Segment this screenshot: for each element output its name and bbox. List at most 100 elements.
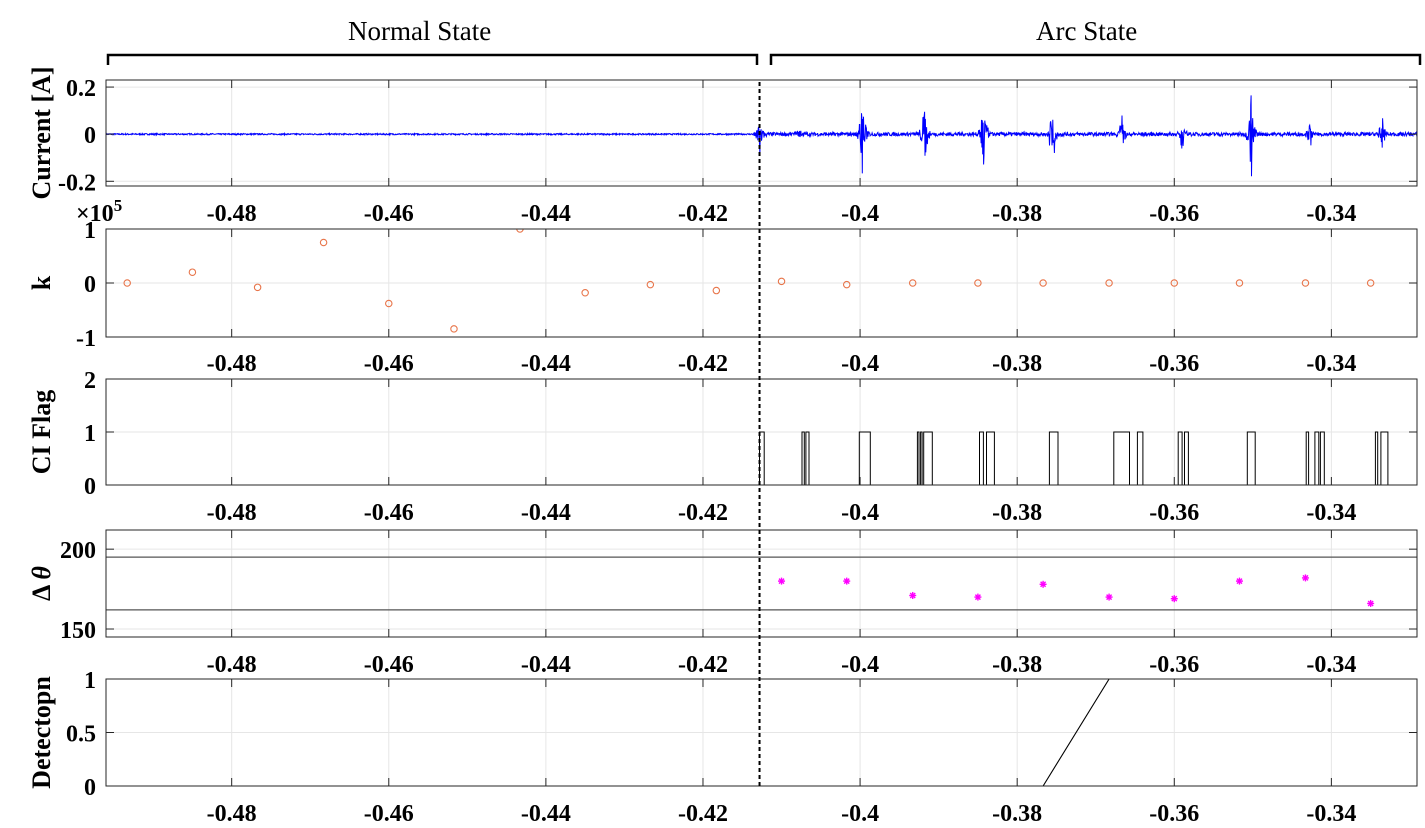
- x-tick-label: -0.42: [678, 652, 728, 678]
- x-tick-label: -0.34: [1306, 201, 1356, 227]
- data-layer: [106, 95, 1417, 177]
- ci-flag-trace: [106, 431, 1417, 485]
- x-tick-label: -0.4: [841, 201, 879, 227]
- x-tick-label: -0.48: [207, 500, 257, 526]
- x-tick-label: -0.34: [1306, 500, 1356, 526]
- panel-2: -0.48 -0.46 -0.44 -0.42 -0.4 -0.38 -0.36 -0.34 -…: [27, 196, 1418, 377]
- x-tick-label: -0.44: [521, 500, 571, 526]
- panel-5: -0.48 -0.46 -0.44 -0.42 -0.4 -0.38 -0.36 -0.34 0…: [27, 668, 1418, 827]
- k-point: [1301, 279, 1310, 287]
- k-point: [450, 325, 458, 333]
- x-tick-label: -0.36: [1149, 801, 1199, 827]
- y-tick-label: 2: [84, 368, 96, 394]
- k-point: [1366, 279, 1375, 287]
- y-tick-label: 0: [84, 775, 96, 801]
- x-tick-label: -0.4: [841, 351, 879, 377]
- y-axis-label: Current [A]: [27, 66, 56, 199]
- y-tick-label: 0: [84, 272, 96, 298]
- x-tick-label: -0.38: [992, 801, 1042, 827]
- k-point: [319, 238, 328, 247]
- x-tick-label: -0.34: [1306, 351, 1356, 377]
- y-tick-label: 1: [84, 421, 96, 447]
- axes-box: [105, 79, 1418, 187]
- y-axis-label: Δ θ: [27, 566, 56, 601]
- x-tick-label: -0.38: [992, 351, 1042, 377]
- data-layer: [123, 229, 1375, 333]
- x-tick-label: -0.36: [1149, 351, 1199, 377]
- x-tick-label: -0.36: [1149, 652, 1199, 678]
- x-tick-label: -0.46: [364, 500, 414, 526]
- y-axis-label: k: [27, 275, 56, 290]
- delta-theta-point: [974, 593, 982, 601]
- subplot-panels: -0.48 -0.46 -0.44 -0.42 -0.4 -0.38 -0.36 -0.34-…: [27, 66, 1418, 827]
- y-tick-label: 0: [84, 474, 96, 500]
- x-tick-label: -0.36: [1149, 201, 1199, 227]
- k-point: [646, 280, 655, 289]
- normal-state-bracket: [106, 53, 759, 65]
- state-brackets: [106, 53, 1422, 65]
- current-trace: [106, 95, 1417, 177]
- y-tick-label: 1: [84, 218, 96, 244]
- y-tick-label: 200: [60, 538, 96, 564]
- x-tick-label: -0.46: [364, 201, 414, 227]
- panel-4: -0.48 -0.46 -0.44 -0.42 -0.4 -0.38 -0.36 -0.34 1…: [27, 529, 1418, 678]
- x-tick-label: -0.34: [1306, 801, 1356, 827]
- arc-state-bracket: [769, 53, 1422, 65]
- x-tick-label: -0.48: [207, 801, 257, 827]
- k-point: [777, 277, 786, 286]
- k-point: [188, 268, 197, 276]
- y-axis-label: CI Flag: [27, 390, 56, 475]
- x-tick-label: -0.42: [678, 500, 728, 526]
- k-exponent-label: ×105: [76, 196, 122, 227]
- k-point: [1170, 279, 1179, 287]
- x-tick-label: -0.44: [521, 652, 571, 678]
- y-tick-label: 1: [84, 668, 96, 694]
- y-tick-label: 0.5: [66, 722, 96, 748]
- arc-state-label: Arc State: [1036, 16, 1138, 46]
- k-point: [1105, 279, 1113, 287]
- delta-theta-point: [1170, 595, 1178, 603]
- x-tick-label: -0.42: [678, 351, 728, 377]
- delta-theta-point: [778, 577, 786, 585]
- x-tick-label: -0.38: [992, 201, 1042, 227]
- x-tick-label: -0.34: [1306, 652, 1356, 678]
- panel-1: -0.48 -0.46 -0.44 -0.42 -0.4 -0.38 -0.36 -0.34 -…: [27, 66, 1418, 227]
- k-point: [842, 280, 851, 289]
- k-point: [712, 286, 721, 295]
- y-tick-label: -0.2: [58, 170, 96, 196]
- data-layer: [106, 431, 1417, 485]
- x-tick-label: -0.48: [207, 351, 257, 377]
- normal-state-label: Normal State: [348, 16, 492, 46]
- k-point: [385, 299, 393, 308]
- x-tick-label: -0.48: [207, 201, 257, 227]
- y-tick-label: 0: [84, 123, 96, 149]
- delta-theta-point: [1105, 593, 1113, 601]
- y-tick-label: -1: [76, 326, 96, 352]
- x-tick-label: -0.4: [841, 801, 879, 827]
- delta-theta-point: [1039, 580, 1047, 588]
- delta-theta-point: [843, 577, 851, 585]
- panel-3: -0.48 -0.46 -0.44 -0.42 -0.4 -0.38 -0.36 -0.34 0…: [27, 368, 1418, 526]
- k-point: [974, 279, 982, 287]
- x-tick-label: -0.44: [521, 201, 571, 227]
- delta-theta-point: [909, 591, 917, 599]
- k-point: [123, 279, 131, 287]
- x-tick-label: -0.38: [992, 500, 1042, 526]
- x-tick-label: -0.46: [364, 801, 414, 827]
- x-tick-label: -0.42: [678, 801, 728, 827]
- x-tick-label: -0.44: [521, 351, 571, 377]
- plot-area: [106, 530, 1417, 637]
- y-tick-label: 0.2: [66, 76, 96, 102]
- data-layer: [106, 679, 1417, 786]
- delta-theta-point: [1301, 574, 1309, 582]
- x-tick-label: -0.4: [841, 500, 879, 526]
- axes-box: [105, 529, 1418, 638]
- k-point: [1235, 279, 1244, 287]
- k-point: [581, 288, 589, 297]
- k-point: [908, 279, 917, 287]
- x-tick-label: -0.46: [364, 652, 414, 678]
- delta-theta-point: [1235, 577, 1243, 585]
- x-tick-label: -0.44: [521, 801, 571, 827]
- y-axis-label: Detectopn: [27, 676, 56, 789]
